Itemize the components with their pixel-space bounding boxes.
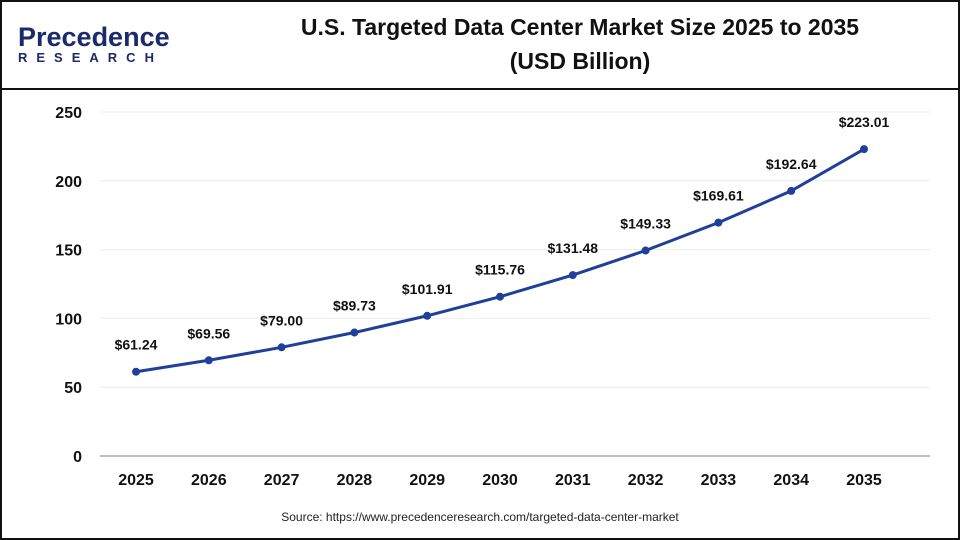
data-point [132, 367, 140, 376]
data-point [204, 356, 213, 365]
y-tick-label: 50 [64, 380, 82, 397]
title-line-2: (USD Billion) [509, 48, 651, 74]
data-label: $131.48 [547, 240, 598, 256]
y-tick-label: 100 [55, 311, 82, 328]
data-label: $223.01 [839, 114, 890, 130]
y-tick-label: 0 [73, 449, 82, 466]
data-point [860, 145, 868, 154]
y-tick-label: 250 [55, 105, 82, 122]
x-tick-label: 2030 [482, 472, 518, 489]
x-tick-label: 2031 [555, 472, 591, 489]
logo-subtitle: RESEARCH [18, 50, 163, 65]
data-point [714, 218, 723, 227]
source-note: Source: https://www.precedenceresearch.c… [281, 510, 679, 524]
data-label: $69.56 [187, 325, 230, 341]
data-point [277, 343, 286, 352]
y-tick-label: 200 [55, 174, 82, 191]
data-point [350, 328, 359, 337]
chart-title: U.S. Targeted Data Center Market Size 20… [220, 10, 940, 78]
x-tick-label: 2029 [409, 472, 445, 489]
data-label: $61.24 [115, 337, 158, 353]
data-label: $192.64 [766, 156, 817, 172]
header: Precedence RESEARCH U.S. Targeted Data C… [0, 0, 960, 90]
x-tick-label: 2028 [337, 472, 373, 489]
data-point [787, 186, 796, 195]
x-tick-label: 2035 [846, 472, 882, 489]
x-tick-label: 2033 [701, 472, 737, 489]
data-label: $89.73 [333, 298, 376, 314]
x-tick-label: 2032 [628, 472, 664, 489]
data-point [568, 271, 577, 280]
data-label: $115.76 [475, 262, 525, 278]
data-point [423, 311, 432, 320]
logo-brand: Precedence [18, 22, 170, 52]
data-label: $79.00 [260, 312, 303, 328]
x-tick-label: 2034 [773, 472, 809, 489]
y-tick-label: 150 [55, 243, 82, 260]
x-tick-label: 2025 [118, 472, 154, 489]
data-label: $169.61 [693, 188, 744, 204]
series-line [135, 147, 865, 374]
logo: Precedence RESEARCH [18, 22, 170, 65]
data-point [641, 246, 650, 255]
x-tick-label: 2026 [191, 472, 227, 489]
x-tick-label: 2027 [264, 472, 300, 489]
data-label: $149.33 [620, 216, 671, 232]
data-point [496, 292, 504, 301]
title-line-1: U.S. Targeted Data Center Market Size 20… [300, 14, 860, 40]
data-label: $101.91 [402, 281, 453, 297]
